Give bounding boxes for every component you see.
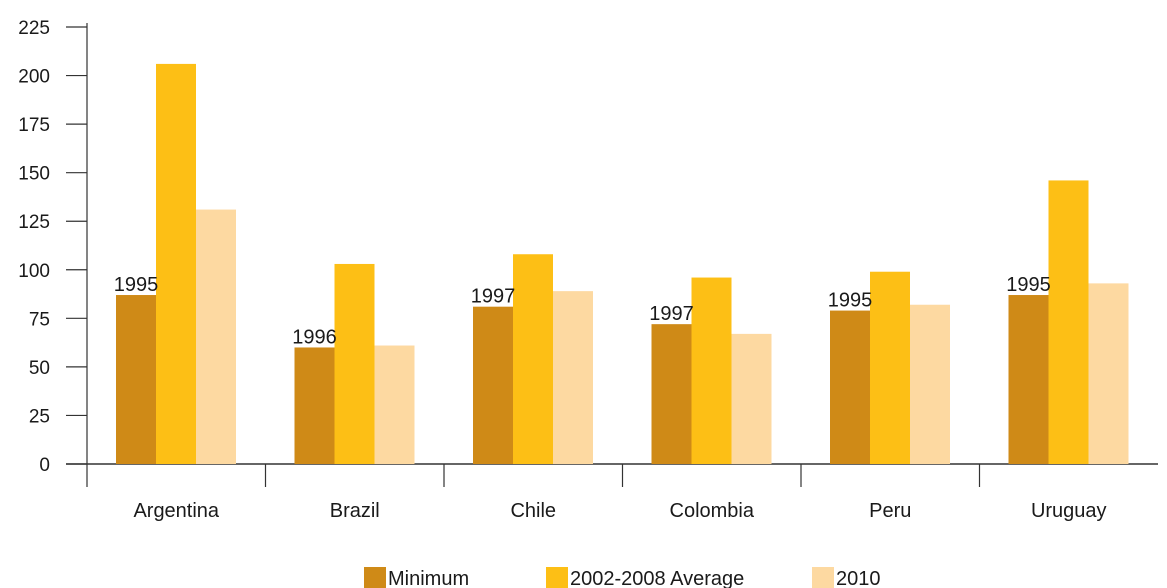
bar (473, 306, 513, 464)
bar (156, 63, 196, 464)
bar (374, 345, 415, 464)
y-tick-label: 75 (29, 309, 50, 330)
legend-item: Minimum (364, 567, 469, 588)
bar (691, 277, 732, 464)
data-label: 1997 (649, 303, 694, 325)
bar (651, 324, 692, 464)
bar (870, 271, 910, 464)
x-tick-label: Brazil (330, 500, 380, 522)
y-tick-label: 100 (18, 261, 50, 282)
legend-label: 2010 (836, 568, 881, 588)
y-tick-label: 50 (29, 358, 50, 379)
legend-swatch (364, 567, 386, 588)
bar (830, 310, 870, 464)
x-tick-label: Colombia (670, 500, 755, 522)
y-tick-label: 225 (18, 18, 50, 39)
bar (334, 263, 375, 464)
x-tick-label: Peru (869, 500, 911, 522)
bars (116, 63, 1129, 465)
bar (1048, 180, 1089, 465)
legend: Minimum 2002-2008 Average 2010 (364, 567, 881, 588)
data-label: 1995 (114, 274, 159, 296)
legend-label: 2002-2008 Average (570, 568, 744, 588)
x-tick-label: Chile (510, 500, 556, 522)
y-tick-label: 125 (18, 212, 50, 233)
data-label: 1995 (828, 290, 873, 312)
y-tick-label: 25 (29, 406, 50, 427)
y-tick-label: 175 (18, 115, 50, 136)
bar (731, 333, 772, 464)
bar (1008, 295, 1049, 464)
x-tick-label: Argentina (133, 500, 219, 522)
y-tick-label: 150 (18, 164, 50, 185)
bar (910, 304, 950, 464)
legend-swatch (812, 567, 834, 588)
bar (1088, 283, 1129, 464)
legend-item: 2002-2008 Average (546, 567, 744, 588)
x-axis: Argentina Brazil Chile Colombia Peru Uruguay (66, 463, 1158, 522)
data-label: 1995 (1006, 274, 1051, 296)
y-tick-label: 0 (39, 455, 50, 476)
legend-label: Minimum (388, 568, 469, 588)
data-label: 1996 (292, 326, 337, 348)
bar-annotations: 1995 1996 1997 1997 1995 1995 (114, 274, 1051, 348)
y-axis: 0 25 50 75 100 125 150 175 200 225 (18, 18, 88, 487)
x-tick-label: Uruguay (1031, 500, 1107, 522)
legend-swatch (546, 567, 568, 588)
bar (196, 209, 236, 464)
y-tick-label: 200 (18, 67, 50, 88)
data-label: 1997 (471, 286, 516, 308)
bar (513, 254, 553, 464)
legend-item: 2010 (812, 567, 881, 588)
bar (553, 291, 593, 464)
bar (294, 347, 335, 464)
bar (116, 295, 156, 464)
